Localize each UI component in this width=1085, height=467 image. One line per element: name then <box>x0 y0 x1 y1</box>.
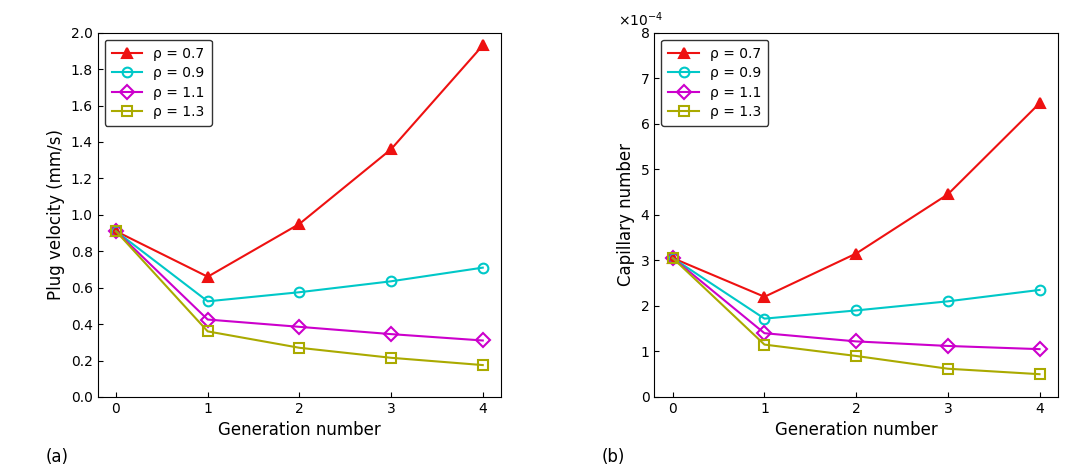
ρ = 1.1 <box>476 338 489 343</box>
Legend: ρ = 0.7, ρ = 0.9, ρ = 1.1, ρ = 1.3: ρ = 0.7, ρ = 0.9, ρ = 1.1, ρ = 1.3 <box>104 40 212 126</box>
ρ = 0.9 <box>1033 287 1046 293</box>
Line: ρ = 1.1: ρ = 1.1 <box>668 253 1045 354</box>
X-axis label: Generation number: Generation number <box>775 421 937 439</box>
Line: ρ = 0.9: ρ = 0.9 <box>668 253 1045 324</box>
ρ = 1.3 <box>110 228 123 234</box>
Line: ρ = 0.7: ρ = 0.7 <box>111 41 487 282</box>
Text: $\times10^{-4}$: $\times10^{-4}$ <box>618 10 663 29</box>
Line: ρ = 0.7: ρ = 0.7 <box>668 99 1045 302</box>
Y-axis label: Plug velocity (mm/s): Plug velocity (mm/s) <box>47 129 65 300</box>
ρ = 1.1 <box>384 331 397 337</box>
ρ = 1.1 <box>758 331 771 336</box>
ρ = 0.7 <box>293 221 306 226</box>
ρ = 0.7 <box>384 147 397 152</box>
ρ = 1.3 <box>201 329 214 334</box>
ρ = 0.7 <box>758 294 771 300</box>
ρ = 0.7 <box>942 191 955 197</box>
Legend: ρ = 0.7, ρ = 0.9, ρ = 1.1, ρ = 1.3: ρ = 0.7, ρ = 0.9, ρ = 1.1, ρ = 1.3 <box>662 40 768 126</box>
ρ = 1.1 <box>850 339 863 344</box>
ρ = 1.3 <box>758 342 771 347</box>
ρ = 0.7 <box>850 251 863 256</box>
ρ = 0.7 <box>201 274 214 280</box>
ρ = 1.1 <box>293 324 306 330</box>
ρ = 0.7 <box>110 228 123 234</box>
Line: ρ = 1.3: ρ = 1.3 <box>668 253 1045 379</box>
ρ = 1.3 <box>666 255 679 261</box>
Text: (b): (b) <box>602 448 625 466</box>
Line: ρ = 1.1: ρ = 1.1 <box>111 226 487 346</box>
ρ = 0.9 <box>293 290 306 295</box>
ρ = 0.9 <box>850 308 863 313</box>
ρ = 1.3 <box>476 362 489 368</box>
ρ = 1.3 <box>850 353 863 359</box>
Line: ρ = 1.3: ρ = 1.3 <box>111 226 487 370</box>
Text: (a): (a) <box>46 448 68 466</box>
ρ = 1.1 <box>201 317 214 322</box>
ρ = 0.9 <box>384 278 397 284</box>
ρ = 0.9 <box>201 298 214 304</box>
Line: ρ = 0.9: ρ = 0.9 <box>111 226 487 306</box>
X-axis label: Generation number: Generation number <box>218 421 381 439</box>
Y-axis label: Capillary number: Capillary number <box>617 143 635 286</box>
ρ = 0.9 <box>476 265 489 270</box>
ρ = 1.1 <box>110 228 123 234</box>
ρ = 1.3 <box>293 345 306 351</box>
ρ = 1.3 <box>384 355 397 361</box>
ρ = 0.7 <box>1033 100 1046 106</box>
ρ = 1.1 <box>1033 347 1046 352</box>
ρ = 0.7 <box>476 42 489 48</box>
ρ = 0.9 <box>758 316 771 321</box>
ρ = 1.3 <box>1033 371 1046 377</box>
ρ = 0.7 <box>666 255 679 261</box>
ρ = 1.3 <box>942 366 955 372</box>
ρ = 1.1 <box>942 343 955 349</box>
ρ = 0.9 <box>942 298 955 304</box>
ρ = 0.9 <box>666 255 679 261</box>
ρ = 1.1 <box>666 255 679 261</box>
ρ = 0.9 <box>110 228 123 234</box>
